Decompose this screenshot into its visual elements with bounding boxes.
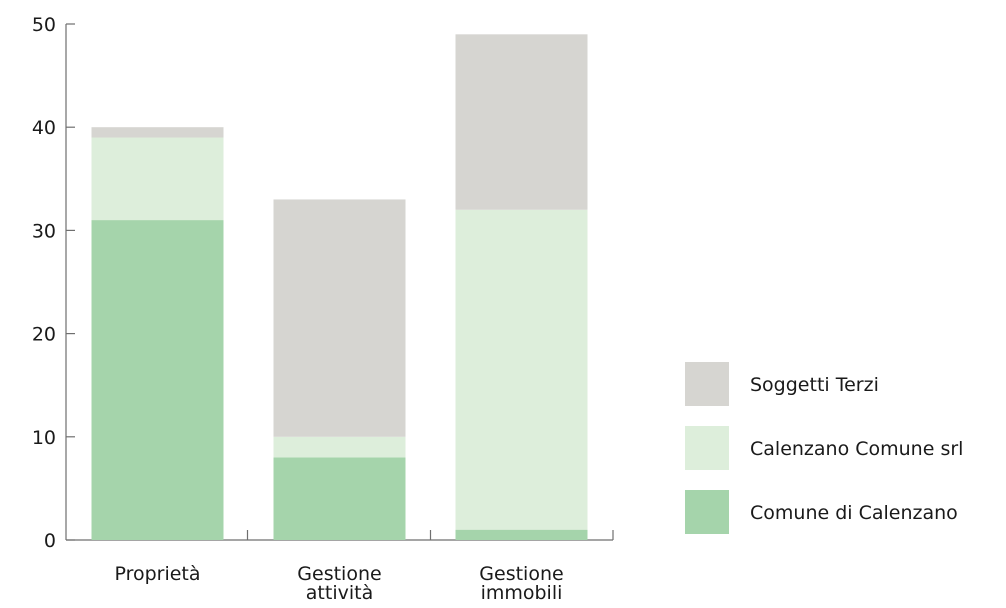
bar-segment [274,457,406,540]
category-labels: Proprietà Gestione attività Gestione immobil… [114,563,563,604]
bar-segment [92,138,224,221]
category-label: Proprietà [114,563,200,585]
y-tick-label: 20 [32,324,56,346]
y-tick-labels: 0 10 20 30 40 50 [32,14,56,552]
bar-segment [92,127,224,137]
bar-segment [456,530,588,540]
legend-swatch [685,426,729,470]
category-label: Gestione attività [297,563,381,604]
bar-segment [274,199,406,436]
bar-segment [456,34,588,209]
legend-swatch [685,362,729,406]
category-label: Gestione immobili [479,563,563,604]
bar-segment [92,220,224,540]
legend-label: Soggetti Terzi [750,374,879,396]
bar-segment [274,437,406,458]
y-tick-label: 40 [32,117,56,139]
y-tick-label: 10 [32,427,56,449]
y-tick-label: 50 [32,14,56,36]
legend-label: Calenzano Comune srl [750,438,963,460]
legend-label: Comune di Calenzano [750,502,958,524]
y-tick-label: 0 [44,530,56,552]
y-tick-label: 30 [32,220,56,242]
category-label-line: Proprietà [114,563,200,585]
bars [92,34,588,540]
legend: Soggetti Terzi Calenzano Comune srl Comune… [685,362,963,534]
bar-segment [456,210,588,530]
legend-swatch [685,490,729,534]
category-label-line: attività [306,582,373,604]
category-label-line: immobili [481,582,563,604]
